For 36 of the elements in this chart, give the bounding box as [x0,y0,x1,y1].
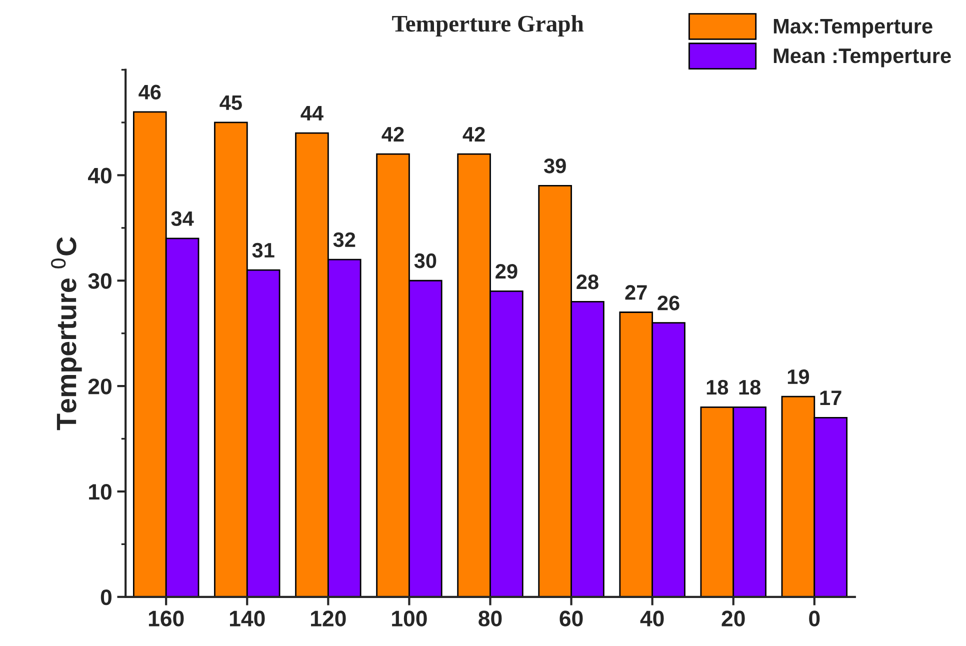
x-tick-label: 120 [311,610,346,626]
data-label: 27 [625,285,647,300]
data-label: 39 [544,158,566,174]
legend-label: Max:Temperture [774,19,932,38]
data-label: 18 [739,380,761,395]
x-tick-label: 100 [392,610,427,626]
x-tick-label: 160 [148,610,184,626]
data-label: 19 [788,369,809,384]
x-tick-label: 60 [560,610,583,626]
data-label: 45 [220,95,242,110]
x-tick-label: 40 [640,610,664,626]
data-label: 34 [171,211,194,226]
x-tick-label: 0 [809,610,820,626]
data-label: 46 [138,84,161,100]
data-label: 28 [576,274,598,290]
y-tick-label: 30 [88,273,112,289]
data-label: 44 [300,106,324,120]
y-tick-label: 40 [88,168,112,184]
x-tick-label: 80 [478,610,502,626]
y-tick-label: 0 [100,589,112,606]
data-label: 26 [658,296,680,310]
x-tick-label: 20 [722,610,745,626]
data-label: 29 [496,264,518,279]
data-label: 18 [706,380,728,395]
data-label: 42 [462,126,485,142]
legend-label: Mean :Temperture [774,48,951,68]
y-tick-label: 20 [88,378,112,394]
data-label: 17 [820,390,842,406]
data-label: 31 [252,242,274,258]
data-label: 32 [333,232,356,248]
x-tick-label: 140 [230,610,265,626]
chart-title: Temperture Graph [392,15,584,37]
y-axis-title: Temperture $^{0}$C [51,237,82,430]
y-tick-label: 10 [89,484,112,500]
data-label: 42 [382,126,404,142]
data-label: 30 [414,253,436,268]
